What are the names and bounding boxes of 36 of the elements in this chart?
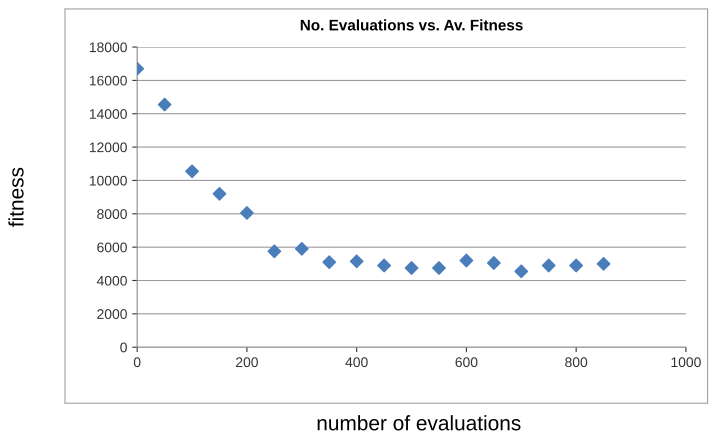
- y-tick-label: 10000: [90, 176, 127, 186]
- point: [486, 256, 501, 270]
- x-tick-label: 400: [345, 357, 368, 368]
- point: [542, 258, 556, 272]
- point: [460, 254, 474, 268]
- point: [267, 244, 282, 258]
- point: [404, 261, 418, 275]
- point: [432, 261, 446, 275]
- chart-title: No. Evaluations vs. Av. Fitness: [300, 19, 523, 31]
- y-tick-label: 14000: [90, 109, 127, 119]
- y-tick-label: 2000: [97, 309, 127, 320]
- point: [294, 242, 309, 256]
- point: [596, 256, 610, 271]
- y-tick-label: 12000: [90, 142, 127, 152]
- x-tick-label: 0: [134, 357, 140, 368]
- y-tick-label: 18000: [90, 42, 127, 52]
- y-tick-label: 16000: [90, 76, 127, 86]
- point: [185, 164, 199, 178]
- y-tick-label: 4000: [96, 276, 127, 286]
- point: [377, 258, 392, 272]
- x-axis-title: number of evaluations: [318, 415, 521, 430]
- y-tick-label: 0: [120, 342, 127, 352]
- point: [322, 255, 336, 270]
- point: [514, 264, 528, 278]
- x-tick-label: 800: [565, 357, 588, 368]
- point: [569, 258, 584, 272]
- point: [240, 206, 254, 220]
- x-tick-label: 1000: [672, 357, 701, 368]
- point: [212, 186, 226, 201]
- y-axis-title: fitness: [8, 168, 24, 227]
- x-tick-label: 200: [236, 357, 258, 368]
- y-tick-label: 6000: [97, 242, 127, 252]
- point: [158, 98, 172, 112]
- x-tick-label: 600: [456, 357, 478, 368]
- point: [350, 254, 364, 268]
- y-tick-label: 8000: [97, 209, 127, 219]
